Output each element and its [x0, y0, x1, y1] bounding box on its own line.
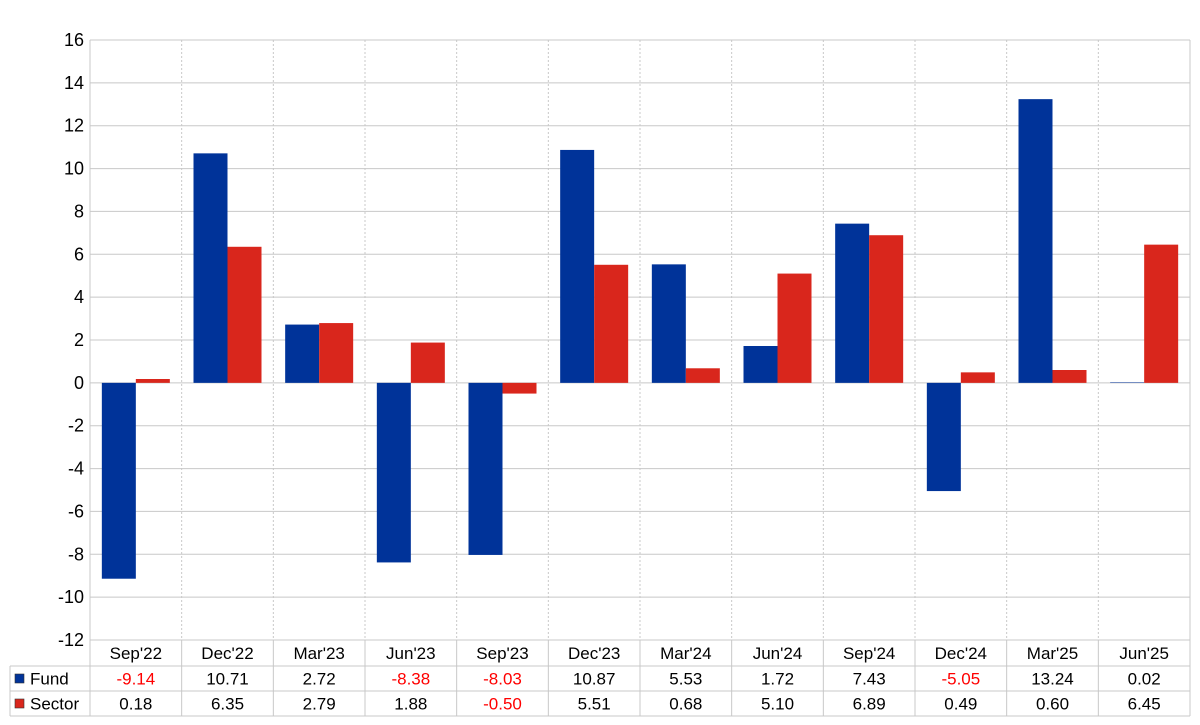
- bar-sector: [594, 264, 629, 383]
- data-label-sector: 5.51: [578, 695, 611, 714]
- data-label-sector: 5.10: [761, 695, 794, 714]
- data-label-sector: 0.49: [944, 695, 977, 714]
- data-label-fund: 7.43: [853, 670, 886, 689]
- data-label-fund: 5.53: [669, 670, 702, 689]
- data-label-fund: 1.72: [761, 670, 794, 689]
- data-label-sector: -0.50: [483, 695, 522, 714]
- bar-fund: [926, 382, 961, 492]
- bar-sector: [319, 323, 354, 383]
- data-label-fund: -9.14: [116, 670, 155, 689]
- x-tick-label: Jun'24: [753, 644, 803, 663]
- x-tick-label: Dec'24: [935, 644, 987, 663]
- x-tick-label: Mar'23: [293, 644, 344, 663]
- bar-sector: [135, 379, 170, 383]
- data-label-sector: 2.79: [303, 695, 336, 714]
- y-tick-label: 14: [64, 73, 84, 93]
- y-tick-label: -8: [68, 544, 84, 564]
- data-label-fund: 0.02: [1128, 670, 1161, 689]
- y-tick-label: 4: [74, 287, 84, 307]
- bar-sector: [410, 342, 445, 383]
- bar-sector: [227, 246, 262, 383]
- data-label-fund: 10.71: [206, 670, 249, 689]
- bar-fund: [285, 324, 320, 383]
- bar-sector: [502, 382, 537, 394]
- legend-swatch-fund: [14, 673, 25, 684]
- bar-fund: [376, 382, 411, 563]
- bar-fund: [651, 264, 686, 383]
- data-label-fund: -8.03: [483, 670, 522, 689]
- x-tick-label: Sep'23: [476, 644, 528, 663]
- bar-fund: [560, 149, 595, 383]
- bar-fund: [101, 382, 136, 579]
- data-label-fund: 2.72: [303, 670, 336, 689]
- y-tick-label: -12: [58, 630, 84, 650]
- y-tick-label: -10: [58, 587, 84, 607]
- y-tick-label: -2: [68, 416, 84, 436]
- bar-fund: [1110, 382, 1145, 383]
- y-tick-label: 8: [74, 201, 84, 221]
- data-label-sector: 6.89: [853, 695, 886, 714]
- y-tick-label: 10: [64, 159, 84, 179]
- data-label-sector: 1.88: [394, 695, 427, 714]
- y-tick-label: 0: [74, 373, 84, 393]
- bar-fund: [743, 346, 778, 383]
- data-label-fund: -5.05: [941, 670, 980, 689]
- bar-sector: [685, 368, 720, 383]
- legend-label-sector: Sector: [30, 695, 79, 714]
- x-tick-label: Dec'23: [568, 644, 620, 663]
- y-tick-label: -6: [68, 501, 84, 521]
- x-tick-label: Jun'25: [1119, 644, 1169, 663]
- y-tick-label: 6: [74, 244, 84, 264]
- bar-sector: [1052, 370, 1087, 383]
- bar-fund: [835, 223, 870, 383]
- bar-fund: [1018, 99, 1053, 383]
- data-label-fund: 10.87: [573, 670, 616, 689]
- data-label-fund: 13.24: [1031, 670, 1074, 689]
- bar-fund: [468, 382, 503, 555]
- x-tick-label: Jun'23: [386, 644, 436, 663]
- x-tick-label: Mar'24: [660, 644, 711, 663]
- bar-sector: [869, 235, 904, 383]
- y-tick-label: 12: [64, 116, 84, 136]
- data-label-sector: 6.45: [1128, 695, 1161, 714]
- bar-sector: [777, 273, 812, 383]
- bar-fund: [193, 153, 228, 383]
- y-tick-label: 2: [74, 330, 84, 350]
- legend-swatch-sector: [14, 698, 25, 709]
- bar-sector: [960, 372, 995, 383]
- data-label-sector: 6.35: [211, 695, 244, 714]
- x-tick-label: Sep'22: [110, 644, 162, 663]
- x-tick-label: Dec'22: [201, 644, 253, 663]
- y-tick-label: 16: [64, 30, 84, 50]
- x-tick-label: Sep'24: [843, 644, 895, 663]
- data-label-sector: 0.18: [119, 695, 152, 714]
- legend-label-fund: Fund: [30, 670, 69, 689]
- x-tick-label: Mar'25: [1027, 644, 1078, 663]
- data-label-sector: 0.60: [1036, 695, 1069, 714]
- bar-sector: [1144, 244, 1179, 383]
- y-tick-label: -4: [68, 459, 84, 479]
- data-label-sector: 0.68: [669, 695, 702, 714]
- data-label-fund: -8.38: [391, 670, 430, 689]
